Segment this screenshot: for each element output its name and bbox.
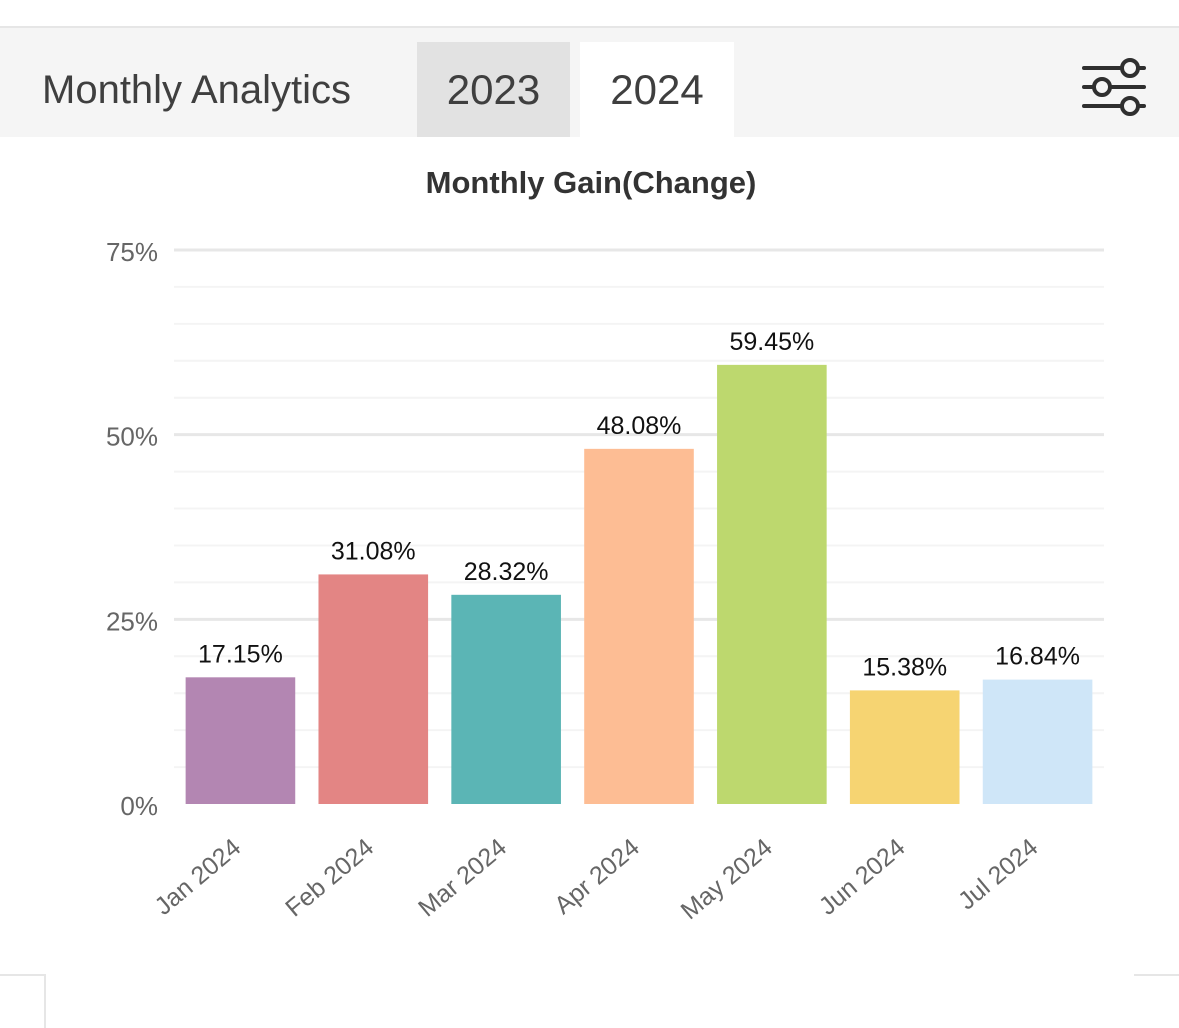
x-tick-label: Jan 2024 (149, 833, 246, 921)
x-axis-ticks: Jan 2024 Feb 2024 Mar 2024 Apr 2024 May 2024… (149, 833, 1043, 925)
bar[interactable] (717, 364, 827, 804)
x-tick-label: May 2024 (676, 833, 778, 925)
bar-value-label: 28.32% (464, 558, 549, 586)
bar-value-label: 15.38% (862, 653, 947, 681)
x-tick-label: Feb 2024 (280, 833, 379, 922)
bar-value-label: 17.15% (198, 640, 283, 668)
card-corner-right (1134, 974, 1179, 976)
x-tick-label: Jul 2024 (953, 833, 1043, 915)
bar[interactable] (185, 677, 296, 804)
bar[interactable] (584, 448, 694, 804)
y-axis-ticks: 0% 25% 50% 75% (106, 237, 158, 821)
y-tick-label: 25% (106, 606, 158, 636)
card-corner-left (0, 974, 46, 1028)
chart-title: Monthly Gain(Change) (426, 165, 757, 200)
bar[interactable] (451, 594, 561, 804)
x-tick-label: Apr 2024 (549, 833, 645, 920)
bar-value-label: 59.45% (729, 328, 814, 356)
bar[interactable] (982, 679, 1093, 804)
bars (185, 364, 1093, 804)
top-divider (0, 26, 1179, 28)
bar[interactable] (849, 690, 960, 804)
tab-2023[interactable]: 2023 (417, 42, 570, 137)
monthly-gain-chart: Monthly Gain(Change) 0% 25% 50% 75% 17.15% 3… (106, 165, 1104, 925)
tab-2024[interactable]: 2024 (580, 42, 734, 137)
bar-value-label: 16.84% (995, 643, 1080, 671)
y-tick-label: 50% (106, 422, 158, 452)
y-tick-label: 75% (106, 237, 158, 267)
bar-value-label: 31.08% (331, 537, 416, 565)
sliders-icon (1082, 58, 1146, 116)
y-tick-label: 0% (120, 791, 158, 821)
page-title: Monthly Analytics (42, 68, 352, 112)
filter-button[interactable] (1076, 56, 1150, 118)
x-tick-label: Jun 2024 (814, 833, 911, 921)
x-tick-label: Mar 2024 (413, 833, 512, 922)
bar-value-labels: 17.15% 31.08% 28.32% 48.08% 59.45% 15.38% 16.8… (198, 328, 1080, 682)
bar-value-label: 48.08% (597, 412, 682, 440)
bar[interactable] (318, 574, 429, 804)
